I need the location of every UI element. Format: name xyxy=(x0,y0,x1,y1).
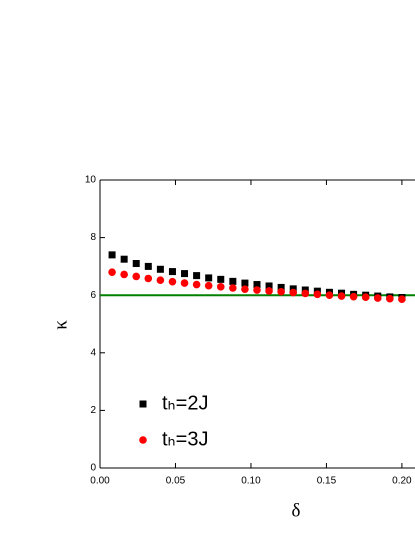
y-tick-label: 2 xyxy=(90,405,96,416)
data-point xyxy=(132,272,141,281)
data-point xyxy=(120,255,128,263)
data-point xyxy=(301,289,310,298)
data-point xyxy=(156,265,164,273)
data-point xyxy=(156,276,165,285)
x-tick-label: 0.20 xyxy=(392,476,412,487)
data-point xyxy=(181,270,189,278)
data-point xyxy=(253,286,261,294)
x-tick-label: 0.05 xyxy=(166,476,186,487)
data-point xyxy=(132,260,140,268)
y-tick-label: 8 xyxy=(90,232,96,243)
data-point xyxy=(265,287,273,295)
data-point xyxy=(120,270,128,279)
data-point xyxy=(265,282,273,290)
legend-label: tₕ=2J xyxy=(162,392,208,414)
data-point xyxy=(204,281,213,290)
x-tick-label: 0.00 xyxy=(90,476,110,487)
data-point xyxy=(144,262,152,270)
data-point xyxy=(168,268,176,276)
data-point xyxy=(108,251,116,259)
data-point xyxy=(168,277,177,286)
legend-marker xyxy=(139,436,147,444)
data-point xyxy=(217,275,225,283)
data-point xyxy=(241,279,249,287)
data-point xyxy=(253,281,261,289)
x-tick-label: 0.15 xyxy=(317,476,337,487)
data-point xyxy=(216,283,225,291)
x-tick-label: 0.10 xyxy=(241,476,261,487)
legend-label: tₕ=3J xyxy=(162,428,208,450)
data-point xyxy=(325,291,334,300)
data-point xyxy=(192,280,201,289)
data-point xyxy=(386,294,394,303)
y-tick-label: 6 xyxy=(90,290,96,301)
data-point xyxy=(108,268,116,276)
data-point xyxy=(144,274,153,283)
data-point xyxy=(313,290,322,299)
x-axis-label: δ xyxy=(292,500,301,521)
data-point xyxy=(277,283,285,291)
data-point xyxy=(180,279,189,287)
y-tick-label: 0 xyxy=(90,463,96,474)
data-point xyxy=(241,285,249,293)
data-point xyxy=(361,293,370,302)
data-point xyxy=(229,284,237,292)
data-point xyxy=(337,292,346,300)
y-axis-label: κ xyxy=(50,320,71,330)
data-point xyxy=(229,277,237,285)
data-point xyxy=(398,295,406,304)
data-point xyxy=(289,288,298,297)
data-point xyxy=(277,287,285,296)
data-point xyxy=(373,294,382,302)
y-tick-label: 10 xyxy=(85,175,97,186)
legend-marker xyxy=(139,400,147,408)
y-tick-label: 4 xyxy=(90,347,96,358)
data-point xyxy=(205,274,213,282)
data-point xyxy=(349,292,358,301)
data-point xyxy=(193,272,201,280)
